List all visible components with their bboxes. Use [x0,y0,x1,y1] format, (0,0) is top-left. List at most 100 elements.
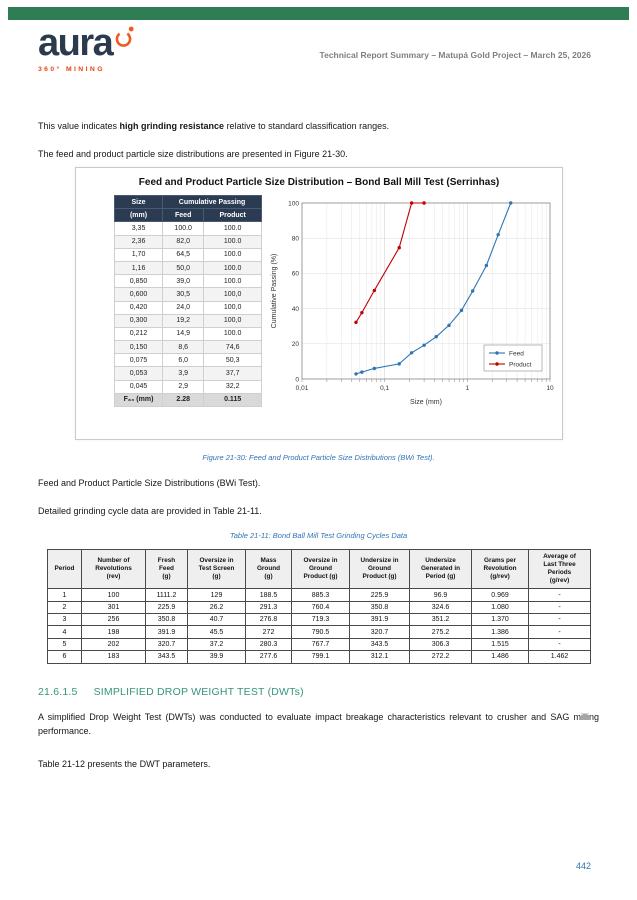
figure-21-30: Feed and Product Particle Size Distribut… [75,167,563,440]
table-cell: 6 [47,650,82,664]
table-cell: 0,053 [113,366,164,381]
table-row: 0,850 39,0 100.0 [113,274,262,289]
table-cell: 100.0 [203,274,262,289]
table-cell: 799.1 [291,650,350,664]
chart-wrap: 0 20 40 60 80 100 0,01 0,1 1 10 Cumulative Passing… [268,195,560,418]
chart-title: Feed and Product Particle Size Distribut… [138,177,500,188]
table-row: 0,600 30,5 100,0 [113,287,262,302]
table-cell: 0,150 [113,340,164,355]
table-cell: 343.5 [145,650,188,664]
table-cell: 1,16 [113,260,164,276]
table-cell: 100.0 [203,234,262,249]
paragraph-text: relative to standard classification rang… [224,121,390,131]
table-cell: 1.515 [471,637,529,652]
column-header: Product [203,208,262,223]
section-title: SIMPLIFIED DROP WEIGHT TEST (DWTs) [93,686,304,698]
table-cell: 100.0 [203,260,262,276]
table-cell: 225.9 [349,588,410,602]
table-cell: - [528,625,591,639]
paragraph-text: This value indicates [38,121,120,131]
table-row: 0,212 14,9 100.0 [113,326,262,342]
table-cell: 1,70 [113,247,164,262]
table-cell: 100,0 [203,300,262,315]
paragraph-dwt-description: A simplified Drop Weight Test (DWTs) was… [38,712,599,736]
table-row: 0,075 6,0 50,3 [113,353,262,368]
svg-text:Size (mm): Size (mm) [410,399,442,406]
table-row: 4 198 391.9 45.5 272 790.5 320.7 275.2 1.386- [47,625,591,639]
table-row: 0,053 3,9 37,7 [113,366,262,381]
paragraph-bold-text: high grinding resistance [119,121,225,131]
table-cell: 8,6 [162,340,205,355]
table-cell: 32,2 [203,379,262,394]
table-cell: 1.486 [471,650,529,664]
table-cell: 202 [81,637,146,652]
svg-text:60: 60 [292,271,300,278]
table-cell: 350.8 [145,613,188,627]
table-cell: 2 [47,600,82,615]
table-cell: 1.462 [528,650,591,664]
paragraph-grinding-resistance: This value indicates high grinding resis… [38,120,599,134]
table-row: 1,16 50,0 100.0 [113,260,262,276]
column-header: Size [113,194,164,210]
table-cell: 40.7 [187,613,246,627]
table-cell: 1.386 [471,625,529,639]
table-row: 0,300 19,2 100,0 [113,313,262,328]
table-cell: 350.8 [349,600,410,615]
table-cell: 760.4 [291,600,350,615]
table-cell: 0,045 [113,379,164,394]
table-cell: 324.6 [409,600,472,615]
column-header: Undersize in Ground Product (g) [349,548,410,590]
table-cell: - [528,588,591,602]
table-cell: 100 [81,588,146,602]
table-cell: 280.3 [245,637,292,652]
table-cell: 885.3 [291,588,350,602]
column-header: Feed [162,208,205,223]
table-row: 5 202 320.7 37.2 280.3 767.7 343.5 306.3 1.515- [47,637,591,652]
table-cell: 2,36 [113,234,164,249]
table-row: 3,35 100.0 100.0 [113,221,262,236]
table-cell: 719.3 [291,613,350,627]
table-cell: 50,0 [162,260,205,276]
logo-wordmark: aura [38,22,114,64]
column-header: Oversize in Test Screen (g) [187,548,246,590]
size-table-wrap: Size Cumulative Passing (mm) Feed Product 3,… [113,194,262,418]
table-cell: 0.115 [203,392,262,408]
grinding-table-head: Period Number of Revolutions (rev) Fresh F… [47,548,591,590]
table-cell: 1 [47,588,82,602]
paragraph-distributions: Feed and Product Particle Size Distribut… [38,478,261,488]
table-cell: 272.2 [409,650,472,664]
table-cell: 0,300 [113,313,164,328]
column-header: (mm) [113,208,164,223]
column-header: Undersize Generated in Period (g) [409,548,472,590]
table-cell: 0,420 [113,300,164,315]
svg-text:80: 80 [292,236,300,243]
header-accent-bar [8,7,629,20]
paragraph-dwt-table-intro: Table 21-12 presents the DWT parameters. [38,759,211,769]
table-row: 0,045 2,9 32,2 [113,379,262,394]
table-cell: 100.0 [203,221,262,236]
table-cell: 37.2 [187,637,246,652]
paragraph-figure-intro: The feed and product particle size distr… [38,149,348,159]
table-cell: 391.9 [145,625,188,639]
table-cell: 37,7 [203,366,262,381]
table-cell: 30,5 [162,287,205,302]
table-cell: 2.28 [162,392,205,408]
svg-text:100: 100 [288,200,299,207]
table-cell: 320.7 [349,625,410,639]
table-cell: 39,0 [162,274,205,289]
table-cell: 100.0 [203,326,262,342]
table-caption: Table 21-11: Bond Ball Mill Test Grindin… [229,531,408,540]
table-cell: 3,35 [113,221,164,236]
table-cell: 198 [81,625,146,639]
table-row: 0,150 8,6 74,6 [113,340,262,355]
table-cell: 19,2 [162,313,205,328]
table-cell: 14,9 [162,326,205,342]
table-cell: 391.9 [349,613,410,627]
table-cell: 320.7 [145,637,188,652]
figure-content: Size Cumulative Passing (mm) Feed Product 3,… [76,194,562,418]
table-cell: 74,6 [203,340,262,355]
logo-tagline: 360° MINING [38,66,105,73]
table-cell: 100,0 [203,287,262,302]
size-table-foot: F₈₀ (mm) 2.28 0.115 [113,392,262,408]
svg-text:Product: Product [509,361,532,368]
